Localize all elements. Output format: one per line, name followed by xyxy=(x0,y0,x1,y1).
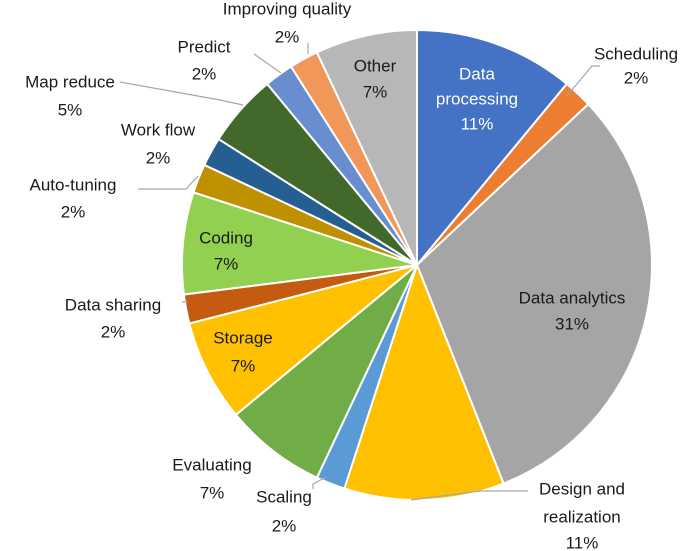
data-label-predict: 2% xyxy=(192,65,217,84)
leader-line-scheduling xyxy=(565,65,600,98)
pie-slice-coding xyxy=(181,191,418,296)
data-label-storage: 7% xyxy=(231,357,256,376)
leader-line-map-reduce xyxy=(119,81,244,106)
leader-line-scaling xyxy=(312,476,327,489)
data-label-improving-quality: 2% xyxy=(275,28,300,47)
category-label-map-reduce: Map reduce xyxy=(25,73,115,92)
data-label-design-and-realization: 11% xyxy=(566,534,599,551)
data-label-other: 7% xyxy=(363,83,388,102)
pie-slice-data-analytics xyxy=(415,102,654,485)
data-label-scheduling: 2% xyxy=(624,69,649,88)
leader-line-auto-tuning xyxy=(138,175,199,190)
category-label-data-sharing: Data sharing xyxy=(65,296,161,315)
category-label-design-and-realization: Design and xyxy=(539,480,625,499)
category-label-data-processing: processing xyxy=(436,90,518,109)
data-label-work-flow: 2% xyxy=(146,149,171,168)
category-label-storage: Storage xyxy=(213,329,273,348)
data-label-map-reduce: 5% xyxy=(58,101,83,120)
leader-lines xyxy=(119,43,600,501)
pie-slice-design-and-realization xyxy=(343,262,505,501)
category-label-data-analytics: Data analytics xyxy=(519,289,626,308)
category-label-evaluating: Evaluating xyxy=(172,456,251,475)
data-label-data-analytics: 31% xyxy=(555,315,589,334)
category-label-data-processing: Data xyxy=(459,65,495,84)
category-label-predict: Predict xyxy=(178,38,231,57)
category-label-improving-quality: Improving quality xyxy=(223,0,352,19)
data-label-data-sharing: 2% xyxy=(101,323,126,342)
data-label-data-processing: 11% xyxy=(461,115,494,134)
category-label-other: Other xyxy=(354,57,397,76)
category-label-coding: Coding xyxy=(199,229,253,248)
category-label-work-flow: Work flow xyxy=(121,121,196,140)
category-label-auto-tuning: Auto-tuning xyxy=(30,176,117,195)
data-label-scaling: 2% xyxy=(272,517,297,536)
pie-slices xyxy=(181,28,654,501)
slice-labels: Data processing 11% Scheduling 2% Data analyt… xyxy=(25,0,678,551)
data-label-auto-tuning: 2% xyxy=(61,203,86,222)
category-label-scaling: Scaling xyxy=(256,488,312,507)
leader-line-predict xyxy=(253,53,282,74)
pie-slice-evaluating xyxy=(234,264,418,479)
pie-slice-other xyxy=(315,28,418,266)
pie-slice-data-processing xyxy=(416,28,569,268)
category-label-design-and-realization: realization xyxy=(543,508,621,527)
pie-slice-storage xyxy=(188,264,418,417)
category-label-scheduling: Scheduling xyxy=(594,45,678,64)
data-label-evaluating: 7% xyxy=(200,484,225,503)
leader-line-design-and-realization xyxy=(410,490,528,501)
data-label-coding: 7% xyxy=(214,255,239,274)
